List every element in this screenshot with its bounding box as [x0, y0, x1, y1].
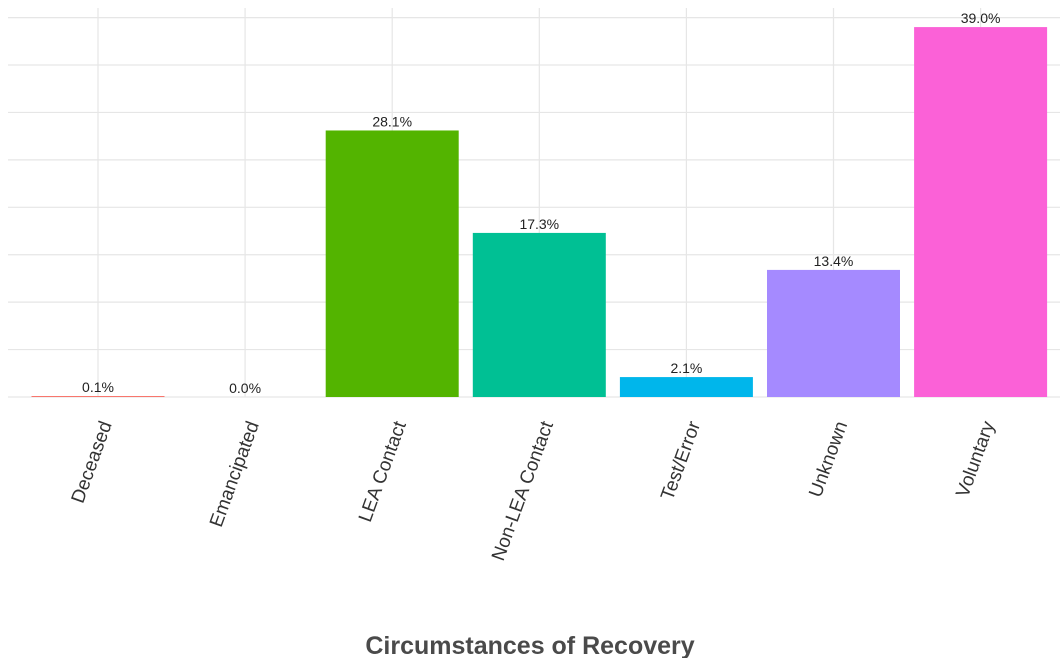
x-tick-label: LEA Contact	[355, 418, 411, 525]
grid	[8, 8, 1060, 398]
bar-value-label: 28.1%	[372, 113, 412, 129]
x-axis-title: Circumstances of Recovery	[365, 632, 694, 658]
bar-value-label: 17.3%	[519, 216, 559, 232]
x-tick-label: Deceased	[68, 419, 117, 507]
bar-deceased	[31, 396, 165, 397]
x-tick-label: Unknown	[805, 419, 852, 501]
data-labels: 0.1% 0.0% 28.1% 17.3% 2.1% 13.4% 39.0%	[82, 10, 1000, 396]
bar-value-label: 0.0%	[229, 380, 261, 396]
bar-lea-contact	[325, 130, 459, 397]
bars	[31, 27, 1048, 398]
bar-value-label: 2.1%	[670, 360, 702, 376]
bar-non-lea-contact	[472, 232, 606, 397]
bar-voluntary	[914, 27, 1048, 398]
bar-unknown	[767, 269, 900, 397]
x-tick-label: Test/Error	[657, 418, 705, 503]
bar-value-label: 13.4%	[814, 253, 854, 269]
bar-test-error	[619, 377, 753, 397]
x-tick-label: Voluntary	[952, 418, 999, 500]
x-tick-label: Non-LEA Contact	[488, 418, 558, 564]
x-tick-labels: Deceased Emancipated LEA Contact Non-LEA Co…	[68, 418, 1000, 564]
bar-value-label: 39.0%	[961, 10, 1001, 26]
bar-value-label: 0.1%	[82, 379, 114, 395]
x-tick-label: Emancipated	[206, 419, 264, 530]
